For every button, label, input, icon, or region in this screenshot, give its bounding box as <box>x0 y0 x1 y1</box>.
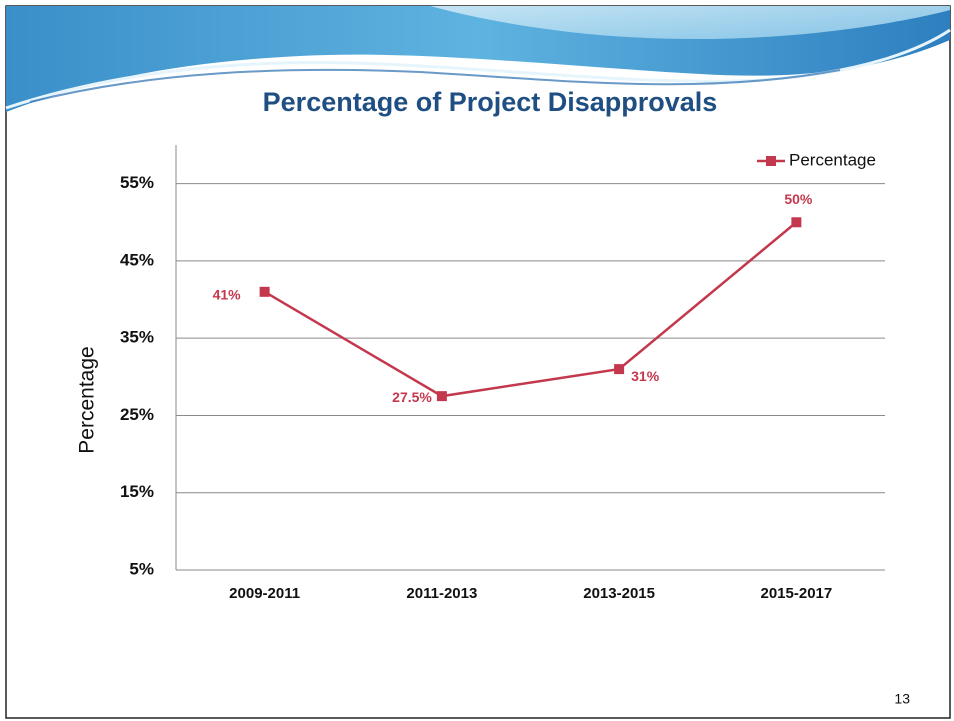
data-label: 27.5% <box>392 389 432 405</box>
data-point <box>259 286 270 297</box>
header-wave-line <box>5 28 951 110</box>
x-tick-label: 2013-2015 <box>583 585 655 602</box>
data-line <box>263 221 798 398</box>
y-tick-label: 45% <box>120 250 154 269</box>
data-point <box>614 364 625 375</box>
data-point <box>436 391 447 402</box>
x-tick-label: 2015-2017 <box>761 585 833 602</box>
header-wave-line <box>29 68 841 103</box>
legend-marker <box>766 156 776 166</box>
chart-title: Percentage of Project Disapprovals <box>263 87 718 117</box>
y-axis-label: Percentage <box>76 346 99 453</box>
data-label: 41% <box>213 287 242 303</box>
plot-area: 5% 15% 25% 35% 45% 55% 2009-2011 2011-2013 2013-… <box>120 145 885 602</box>
header-wave-light <box>430 6 950 40</box>
data-label: 50% <box>784 191 813 207</box>
y-tick-label: 5% <box>129 559 154 578</box>
page-number: 13 <box>894 691 910 707</box>
y-tick-label: 55% <box>120 173 154 192</box>
legend-label: Percentage <box>789 150 876 169</box>
y-tick-label: 15% <box>120 482 154 501</box>
data-label: 31% <box>631 368 660 384</box>
y-tick-label: 35% <box>120 328 154 347</box>
x-tick-label: 2009-2011 <box>229 585 300 602</box>
x-tick-label: 2011-2013 <box>406 585 477 602</box>
data-point <box>791 217 802 228</box>
y-tick-label: 25% <box>120 405 154 424</box>
